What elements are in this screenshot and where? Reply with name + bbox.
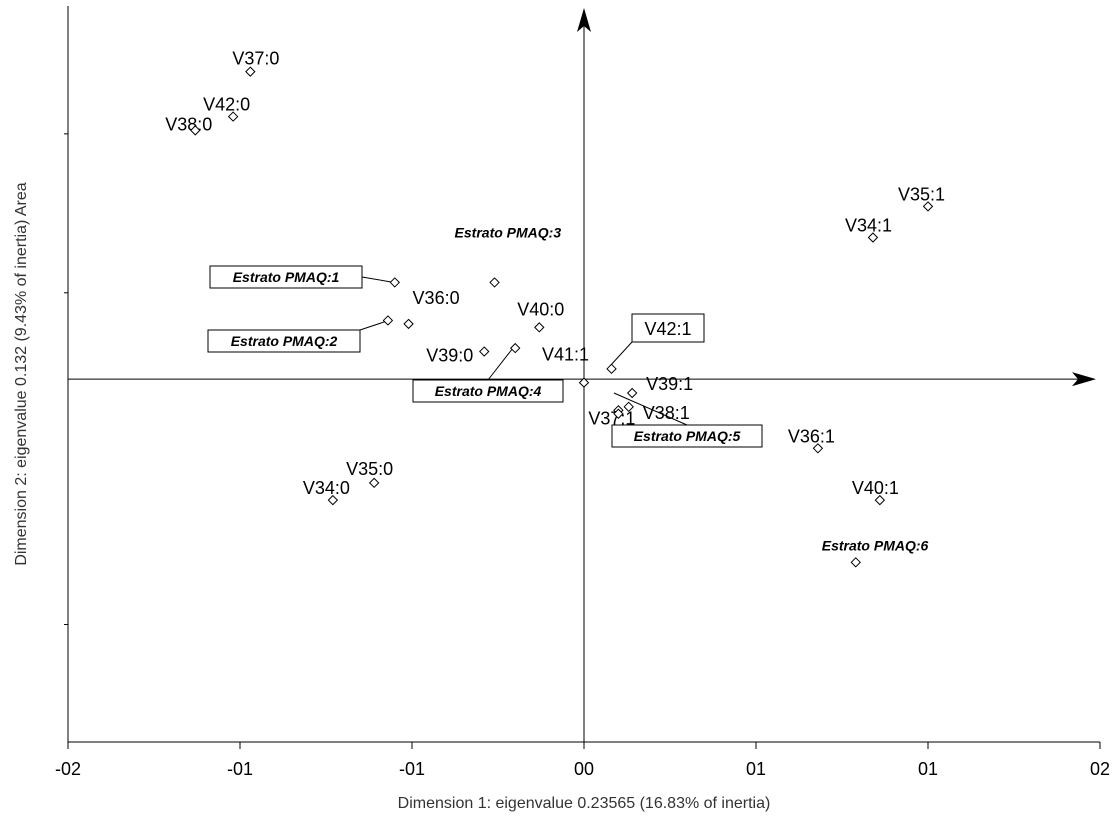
label-box <box>631 313 705 343</box>
leader-line <box>487 347 514 381</box>
x-tick-label: -01 <box>399 759 425 779</box>
point-label: Estrato PMAQ:5 <box>634 428 741 444</box>
data-point-v40-1: V40:1 <box>852 478 899 506</box>
diamond-marker <box>509 342 521 354</box>
point-label: V38:0 <box>165 114 212 134</box>
data-point-v42-0: V42:0 <box>203 95 250 122</box>
point-label: V35:1 <box>898 184 945 204</box>
diamond-marker <box>578 377 590 388</box>
point-label: Estrato PMAQ:1 <box>233 269 340 285</box>
point-label: Estrato PMAQ:3 <box>455 224 562 240</box>
diamond-marker <box>245 66 256 77</box>
diamond-marker <box>850 557 861 568</box>
data-point-v38-1: V38:1 <box>623 401 690 423</box>
data-point-estrato-pmaq-1: Estrato PMAQ:1 <box>209 265 401 289</box>
diamond-marker <box>227 111 239 122</box>
data-point-v34-1: V34:1 <box>845 216 892 243</box>
diamond-marker <box>606 363 617 375</box>
leader-line <box>613 392 688 426</box>
point-label: V40:0 <box>517 299 564 319</box>
data-point-v34-0: V34:0 <box>303 478 350 506</box>
leader-line <box>609 341 633 367</box>
label-box <box>412 379 564 403</box>
point-label: Estrato PMAQ:2 <box>231 333 338 349</box>
point-label: Estrato PMAQ:6 <box>822 537 929 553</box>
diamond-marker <box>382 315 394 326</box>
diamond-marker <box>613 408 624 419</box>
diamond-marker <box>626 387 638 399</box>
label-box <box>209 265 363 289</box>
diamond-marker <box>389 277 401 288</box>
data-point-v38-0: V38:0 <box>165 114 212 136</box>
data-point-v41-1: V41:1 <box>542 345 590 388</box>
data-point-v36-1: V36:1 <box>788 426 835 454</box>
data-point-v39-0: V39:0 <box>426 346 490 366</box>
x-tick-label: 01 <box>918 759 938 779</box>
point-label: V42:1 <box>644 319 691 339</box>
x-tick-label: -02 <box>55 759 81 779</box>
data-point-estrato-pmaq-5: Estrato PMAQ:5 <box>611 392 763 448</box>
point-label: V34:0 <box>303 478 350 498</box>
diamond-marker <box>874 494 886 506</box>
diamond-marker <box>403 318 414 330</box>
point-label: V37:0 <box>232 49 279 69</box>
point-label: V42:0 <box>203 95 250 115</box>
diamond-marker <box>479 346 490 357</box>
data-point-v40-0: V40:0 <box>517 299 564 333</box>
diamond-marker <box>327 494 339 506</box>
data-point-v36-0: V36:0 <box>403 288 460 330</box>
x-axis-title: Dimension 1: eigenvalue 0.23565 (16.83% … <box>398 795 771 812</box>
point-label: V34:1 <box>845 216 892 236</box>
point-label: V39:0 <box>426 346 473 366</box>
diamond-marker <box>489 277 500 288</box>
diamond-marker <box>368 477 380 489</box>
x-tick-label: 00 <box>574 759 594 779</box>
label-box <box>207 329 361 353</box>
y-axis-title: Dimension 2: eigenvalue 0.132 (9.43% of … <box>13 182 30 565</box>
x-tick-label: -01 <box>227 759 253 779</box>
point-label: V41:1 <box>542 345 589 365</box>
point-label: V36:0 <box>413 288 460 308</box>
data-point-estrato-pmaq-2: Estrato PMAQ:2 <box>207 315 394 353</box>
diamond-marker <box>867 232 879 243</box>
data-point-v35-0: V35:0 <box>346 459 393 489</box>
diamond-marker <box>812 443 824 454</box>
point-label: Estrato PMAQ:4 <box>435 383 542 399</box>
data-point-v42-1: V42:1 <box>606 313 705 375</box>
data-point-v39-1: V39:1 <box>626 374 693 399</box>
data-point-estrato-pmaq-3: Estrato PMAQ:3 <box>455 224 562 288</box>
point-label: V40:1 <box>852 478 899 498</box>
point-label: V38:1 <box>643 403 690 423</box>
point-label: V37:1 <box>588 408 635 428</box>
label-box <box>611 424 763 448</box>
point-label: V35:0 <box>346 459 393 479</box>
data-point-v37-0: V37:0 <box>232 49 279 77</box>
diamond-marker <box>190 125 201 136</box>
x-tick-label: 01 <box>746 759 766 779</box>
data-point-v35-1: V35:1 <box>898 184 945 212</box>
diamond-marker <box>922 201 934 212</box>
diamond-marker <box>534 322 545 333</box>
data-point-estrato-pmaq-4: Estrato PMAQ:4 <box>412 342 564 403</box>
diamond-marker <box>623 401 634 413</box>
x-tick-label: 02 <box>1090 759 1110 779</box>
data-point-estrato-pmaq-6: Estrato PMAQ:6 <box>822 537 929 568</box>
point-label: V36:1 <box>788 426 835 446</box>
point-label: V39:1 <box>646 374 693 394</box>
